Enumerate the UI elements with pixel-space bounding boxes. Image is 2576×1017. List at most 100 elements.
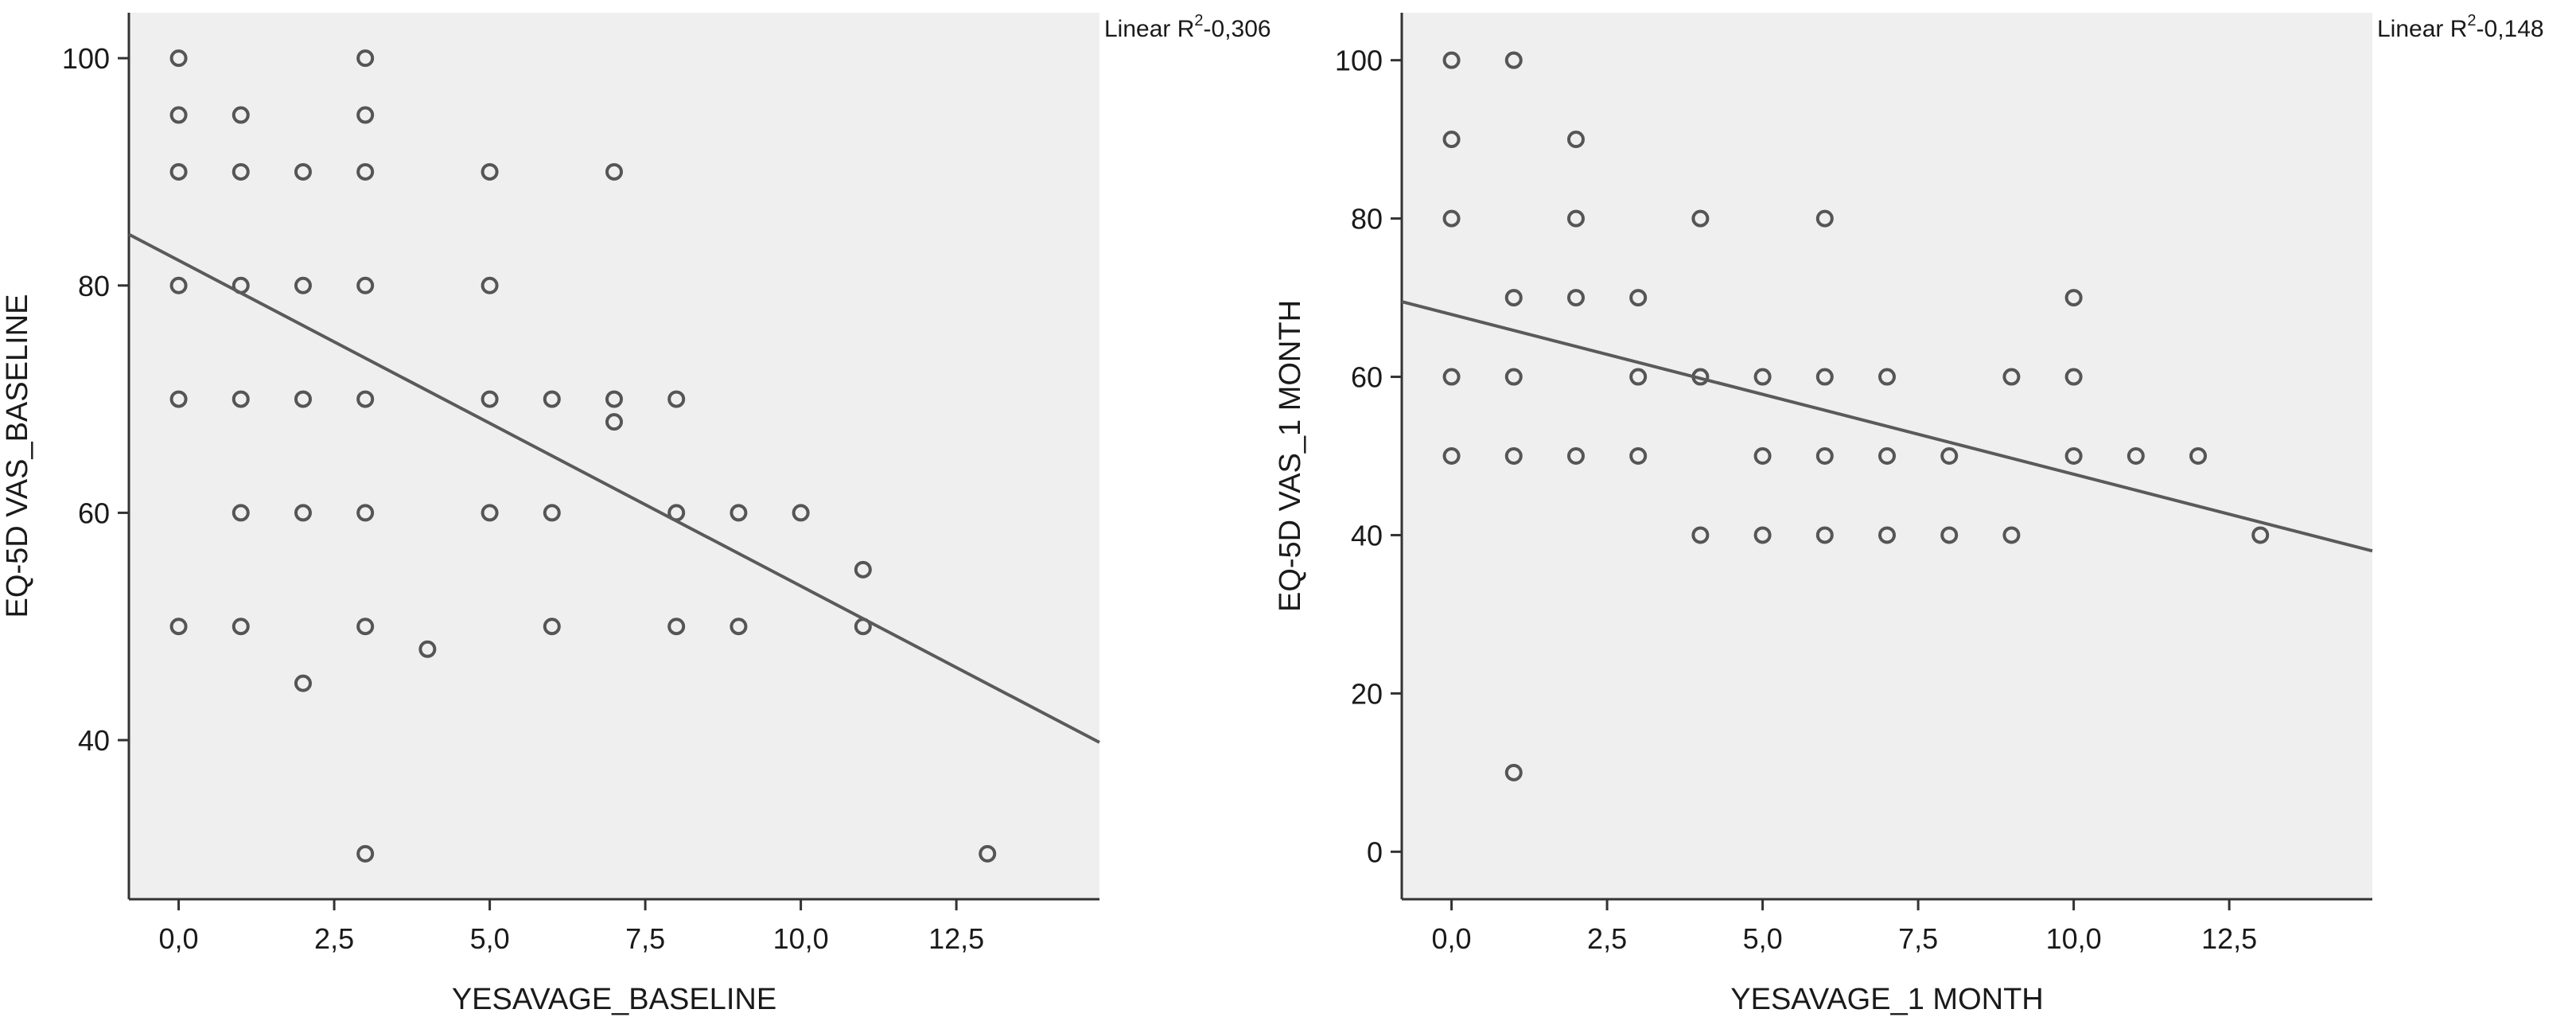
data-point <box>481 276 499 294</box>
fit-line-baseline <box>128 232 1100 744</box>
data-point <box>169 49 188 68</box>
y-tick-label: 40 <box>78 724 110 757</box>
data-point <box>1753 368 1772 386</box>
data-point <box>1442 209 1461 228</box>
x-tick-label: 5,0 <box>1743 922 1783 955</box>
points-1-month <box>1442 51 2270 781</box>
y-tick-label: 80 <box>78 270 110 302</box>
data-point <box>481 162 499 181</box>
data-point <box>1815 526 1834 544</box>
data-point <box>667 618 686 636</box>
data-point <box>169 276 188 294</box>
y-tick-label: 0 <box>1367 836 1383 868</box>
data-point <box>232 618 250 636</box>
data-point <box>2127 447 2145 465</box>
data-point <box>232 390 250 408</box>
data-point <box>2189 447 2208 465</box>
data-point <box>2002 368 2021 386</box>
data-point <box>1504 763 1523 781</box>
x-tick-label: 10,0 <box>773 922 829 955</box>
data-point <box>169 618 188 636</box>
r2-label-baseline: Linear R2-0,306 <box>1104 12 1271 42</box>
data-point <box>1442 447 1461 465</box>
y-tick-label: 20 <box>1351 677 1383 710</box>
data-point <box>730 504 748 522</box>
data-point <box>1878 447 1896 465</box>
data-point <box>1442 51 1461 69</box>
x-ticks-baseline: 0,0 2,5 5,0 7,5 10,0 12,5 <box>159 899 984 955</box>
data-point <box>1878 526 1896 544</box>
data-point <box>294 504 312 522</box>
y-tick-label: 60 <box>1351 361 1383 394</box>
data-point <box>1691 526 1710 544</box>
data-point <box>979 844 997 863</box>
data-point <box>169 162 188 181</box>
data-point <box>667 390 686 408</box>
data-point <box>1504 289 1523 307</box>
data-point <box>356 504 375 522</box>
data-point <box>1753 526 1772 544</box>
data-point <box>1566 131 1585 149</box>
data-point <box>294 276 312 294</box>
data-point <box>2002 526 2021 544</box>
data-point <box>1691 209 1710 228</box>
data-point <box>1815 447 1834 465</box>
data-point <box>356 618 375 636</box>
data-point <box>1629 368 1648 386</box>
data-point <box>1629 289 1648 307</box>
chart-baseline: 40 60 80 100 0,0 2,5 5,0 7,5 10,0 12,5 Linear R2… <box>1 12 1271 1016</box>
data-point <box>1566 289 1585 307</box>
plot-area-baseline <box>129 13 1099 899</box>
data-point <box>356 49 375 68</box>
y-tick-label: 60 <box>78 497 110 529</box>
y-tick-label: 100 <box>62 42 110 75</box>
data-point <box>294 674 312 692</box>
data-point <box>356 390 375 408</box>
y-ticks-1-month: 0 20 40 60 80 100 <box>1335 45 1402 868</box>
data-point <box>1815 209 1834 228</box>
plot-area-1-month <box>1402 13 2372 899</box>
data-point <box>1504 368 1523 386</box>
data-point <box>2064 368 2083 386</box>
data-point <box>543 390 561 408</box>
data-point <box>232 106 250 124</box>
data-point <box>294 162 312 181</box>
data-point <box>543 618 561 636</box>
data-point <box>169 390 188 408</box>
fit-line-1-month <box>1401 300 2373 553</box>
chart-1-month: 0 20 40 60 80 100 0,0 2,5 5,0 7,5 10,0 12,5 Linear… <box>1274 12 2544 1016</box>
x-tick-label: 7,5 <box>1898 922 1938 955</box>
data-point <box>1504 51 1523 69</box>
data-point <box>1753 447 1772 465</box>
data-point <box>1442 368 1461 386</box>
data-point <box>2064 447 2083 465</box>
data-point <box>730 618 748 636</box>
data-point <box>543 504 561 522</box>
data-point <box>356 162 375 181</box>
data-point <box>232 504 250 522</box>
data-point <box>792 504 810 522</box>
data-point <box>1940 447 1959 465</box>
x-tick-label: 2,5 <box>1587 922 1627 955</box>
data-point <box>1878 368 1896 386</box>
data-point <box>605 162 623 181</box>
data-point <box>2251 526 2270 544</box>
y-axis-label-baseline: EQ-5D VAS_BASELINE <box>1 294 34 618</box>
y-ticks-baseline: 40 60 80 100 <box>62 42 129 757</box>
data-point <box>481 504 499 522</box>
data-point <box>1815 368 1834 386</box>
data-point <box>418 640 437 658</box>
r2-label-1-month: Linear R2-0,148 <box>2377 12 2544 42</box>
x-tick-label: 0,0 <box>159 922 199 955</box>
y-tick-label: 80 <box>1351 203 1383 236</box>
data-point <box>2064 289 2083 307</box>
x-tick-label: 2,5 <box>314 922 354 955</box>
data-point <box>481 390 499 408</box>
x-tick-label: 5,0 <box>470 922 510 955</box>
data-point <box>1442 131 1461 149</box>
y-tick-label: 40 <box>1351 519 1383 551</box>
y-tick-label: 100 <box>1335 45 1383 77</box>
x-axis-label-baseline: YESAVAGE_BASELINE <box>452 983 776 1016</box>
data-point <box>854 560 872 579</box>
data-point <box>1504 447 1523 465</box>
